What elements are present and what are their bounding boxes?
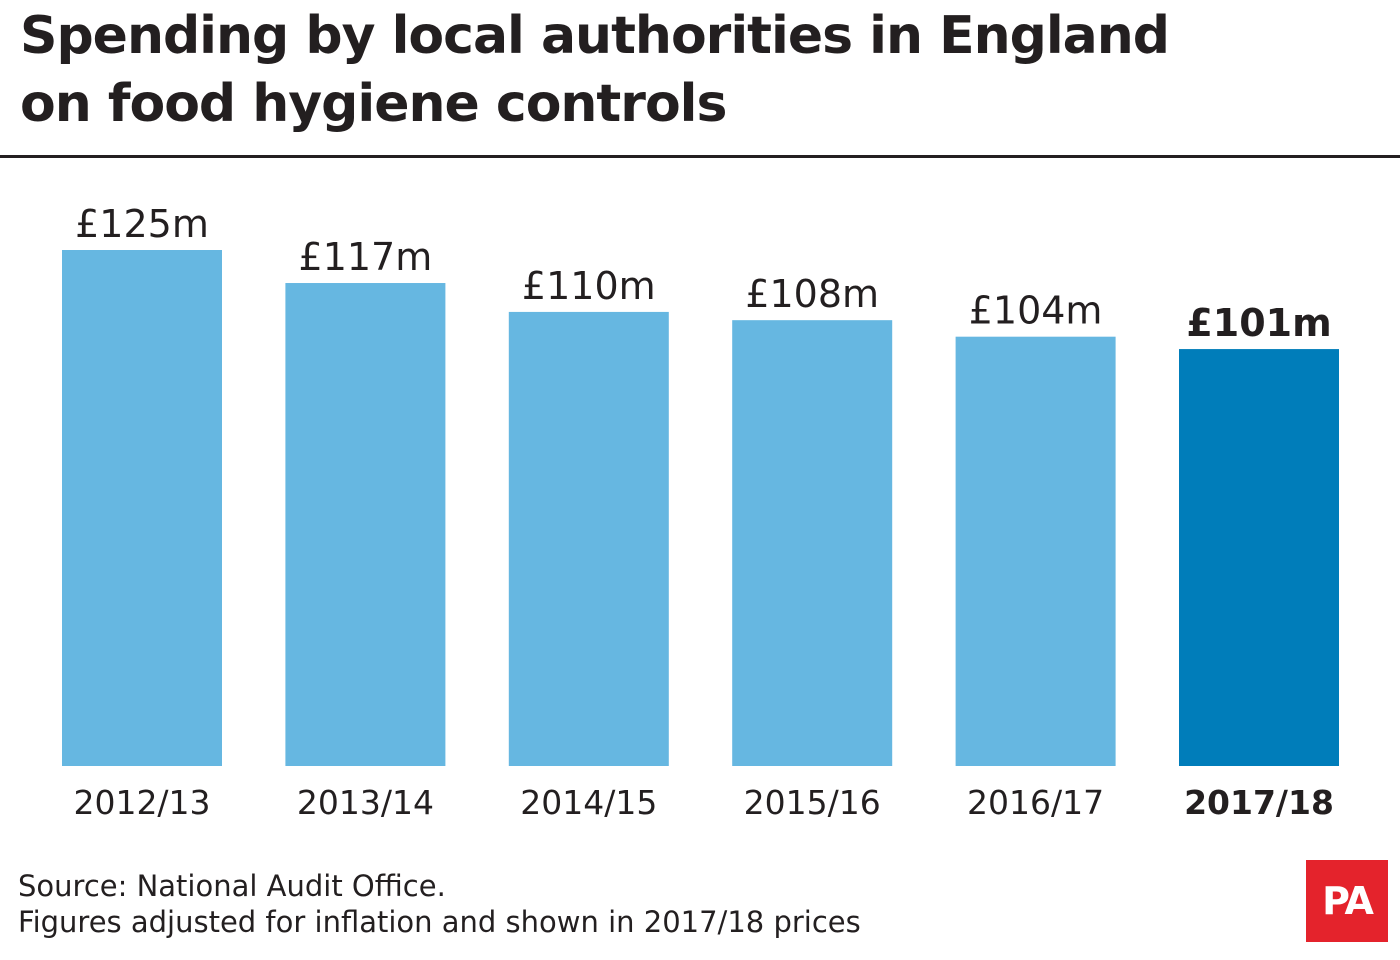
value-label-2016-17: £104m [969,289,1103,333]
bar-2014-15 [508,311,669,766]
source-note: Source: National Audit Office. [18,869,446,903]
bar-chart: £125m£117m£110m £108m £104m £101m 2012/13 20… [62,202,1339,822]
title-line-2: on food hygiene controls [20,74,727,134]
value-label-2017-18: £101m [1186,301,1331,345]
value-label-2012-13: £125m [75,202,209,246]
title-divider [0,155,1400,158]
chart-title: Spending by local authorities in England… [20,2,1320,138]
footer-notes: Source: National Audit Office. Figures a… [18,868,861,940]
pa-logo: PA [1306,860,1388,942]
value-label-2015-16: £108m [745,272,879,316]
inflation-note: Figures adjusted for inflation and shown… [18,905,861,939]
category-label-2017-18: 2017/18 [1184,783,1334,822]
value-label-2013-14: £117m [299,235,433,279]
bar-2017-18 [1179,349,1339,766]
bars-group [62,250,1339,766]
value-label-2014-15: £110m [522,264,656,308]
category-label-2012-13: 2012/13 [73,783,210,822]
bar-2016-17 [955,336,1116,766]
category-labels-group: 2012/13 2013/14 2014/15 2015/16 2016/17 2017/… [73,783,1333,822]
title-line-1: Spending by local authorities in England [20,6,1170,66]
category-label-2014-15: 2014/15 [520,783,657,822]
bar-2013-14 [285,283,446,766]
category-label-2016-17: 2016/17 [967,783,1104,822]
bar-2015-16 [732,320,893,766]
value-labels-group: £125m £117m £110m £108m £104m £101m [75,202,1332,345]
bar-2012-13 [62,250,222,766]
category-label-2013-14: 2013/14 [297,783,434,822]
category-label-2015-16: 2015/16 [744,783,881,822]
